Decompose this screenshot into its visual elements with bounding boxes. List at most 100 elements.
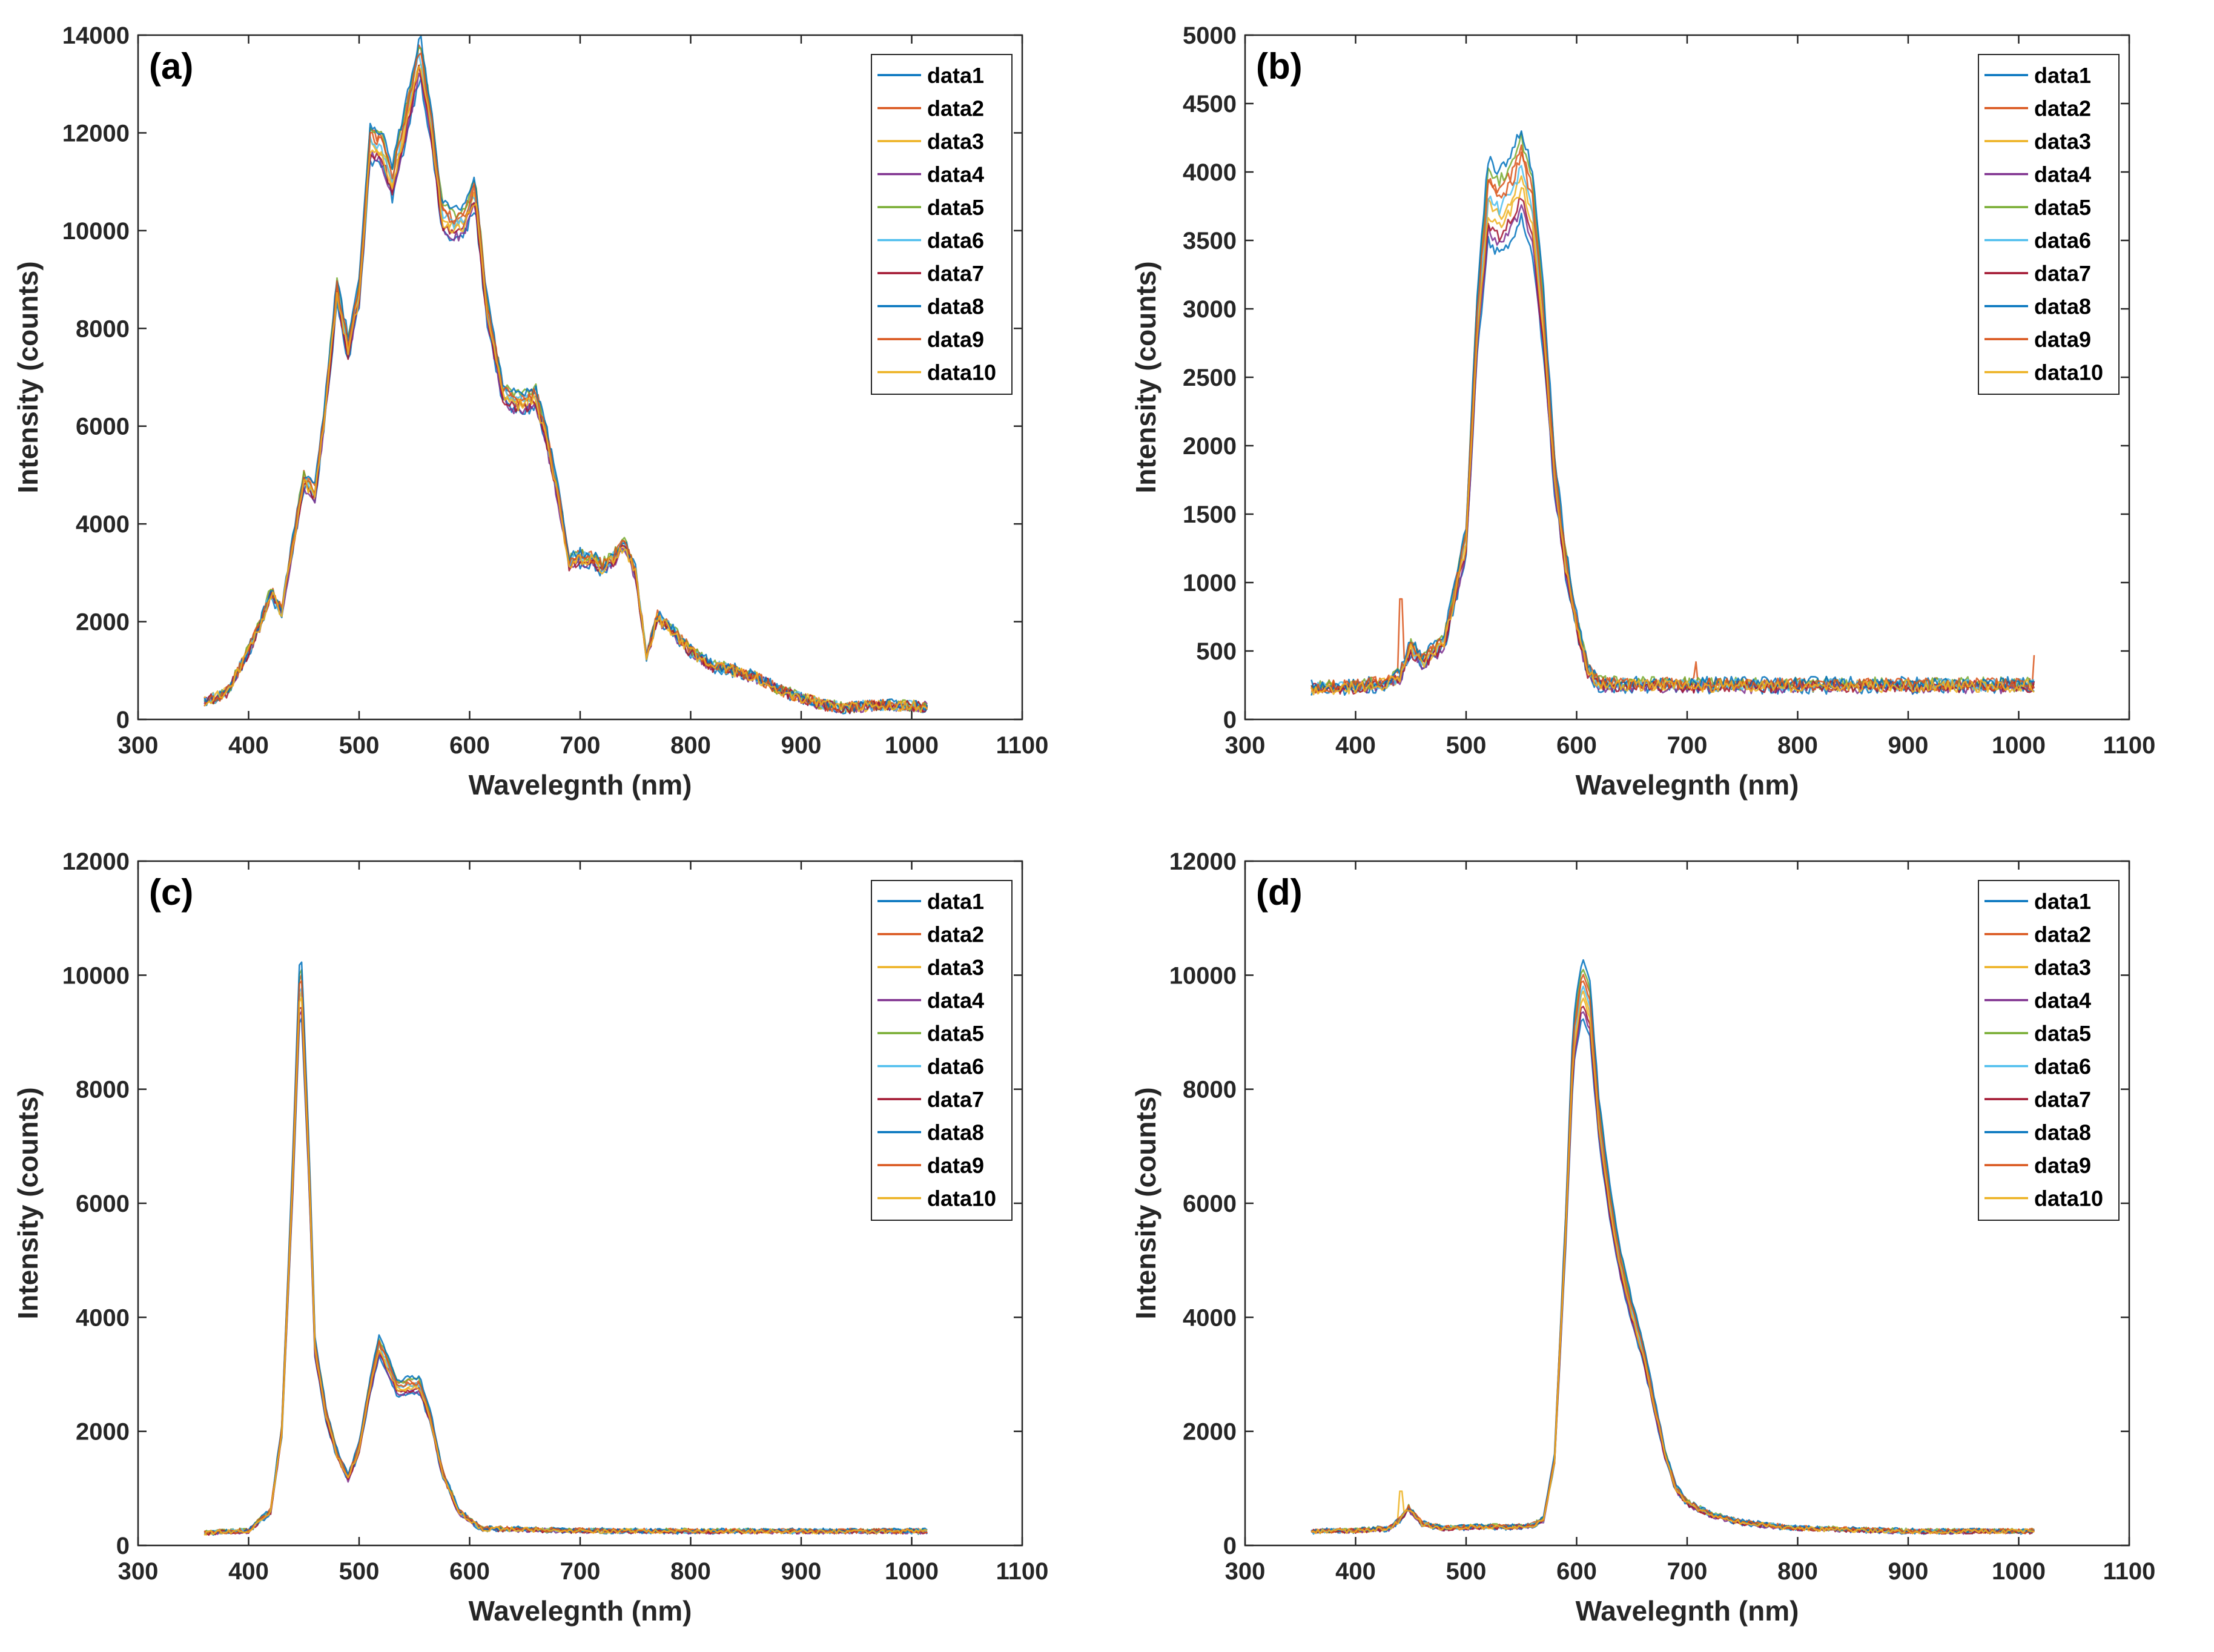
chart-svg: 300 400 500 600 700 800 900 1000 1100 0 500 1000 150…	[1130, 22, 2156, 801]
x-axis-label: Wavelegnth (nm)	[1576, 1595, 1799, 1627]
x-tick-label: 800	[1777, 732, 1818, 759]
x-tick-label: 1000	[885, 732, 939, 759]
x-tick-label: 1100	[2103, 732, 2156, 759]
legend-entry: data5	[927, 1021, 984, 1046]
legend-entry: data3	[2034, 129, 2091, 154]
y-tick-label: 1500	[1183, 501, 1237, 528]
chart-svg: 300 400 500 600 700 800 900 1000 1100 0 2000 4000 60…	[12, 848, 1049, 1627]
x-tick-label: 300	[1225, 1558, 1266, 1585]
legend-entry: data10	[2034, 1186, 2103, 1211]
y-tick-label: 4000	[1183, 1304, 1237, 1331]
chart-panel-d: 300 400 500 600 700 800 900 1000 1100 0 2000 4000 60…	[1107, 826, 2214, 1652]
x-tick-label: 400	[1335, 1558, 1376, 1585]
legend-entry: data10	[927, 1186, 996, 1211]
legend-entry: data9	[2034, 327, 2091, 352]
legend-entry: data6	[2034, 1054, 2091, 1079]
x-tick-label: 1100	[2103, 1558, 2156, 1585]
y-tick-label: 4000	[1183, 159, 1237, 186]
y-tick-label: 0	[116, 1533, 130, 1559]
legend-entry: data7	[2034, 261, 2091, 286]
legend-entry: data5	[927, 195, 984, 220]
x-axis-label: Wavelegnth (nm)	[469, 1595, 692, 1627]
series-line-data9	[1310, 151, 2035, 693]
y-tick-label: 0	[1223, 707, 1237, 733]
x-tick-label: 500	[1446, 1558, 1487, 1585]
legend-entry: data9	[927, 1153, 984, 1178]
legend-entry: data6	[2034, 228, 2091, 253]
y-tick-label: 12000	[1169, 848, 1237, 875]
x-tick-label: 700	[560, 732, 601, 759]
y-tick-label: 2000	[1183, 433, 1237, 460]
chart-panel-c: 300 400 500 600 700 800 900 1000 1100 0 2000 4000 60…	[0, 826, 1107, 1652]
y-tick-label: 12000	[62, 848, 130, 875]
legend-entry: data3	[927, 129, 984, 154]
legend-entry: data2	[927, 96, 984, 121]
legend-entry: data3	[927, 955, 984, 980]
x-tick-label: 1000	[885, 1558, 939, 1585]
legend-entry: data8	[927, 1120, 984, 1145]
legend-entry: data3	[2034, 955, 2091, 980]
y-tick-label: 4000	[76, 1304, 130, 1331]
legend-entry: data4	[2034, 988, 2091, 1013]
panel-label-c: (c)	[149, 872, 193, 913]
legend-entry: data8	[2034, 294, 2091, 319]
legend-entry: data10	[2034, 360, 2103, 385]
legend-entry: data8	[2034, 1120, 2091, 1145]
x-tick-label: 600	[1556, 1558, 1597, 1585]
y-tick-label: 8000	[76, 316, 130, 342]
legend-entry: data7	[927, 261, 984, 286]
x-tick-label: 500	[339, 1558, 380, 1585]
legend-entry: data9	[927, 327, 984, 352]
x-tick-label: 900	[1888, 732, 1929, 759]
x-tick-label: 800	[1777, 1558, 1818, 1585]
x-tick-label: 1000	[1992, 732, 2046, 759]
y-tick-label: 6000	[76, 1191, 130, 1217]
y-tick-label: 10000	[1169, 962, 1237, 989]
series-line-data10	[1311, 997, 2035, 1535]
legend-entry: data4	[927, 988, 984, 1013]
legend-entry: data6	[927, 1054, 984, 1079]
y-tick-label: 2000	[76, 1419, 130, 1446]
legend-entry: data8	[927, 294, 984, 319]
x-tick-label: 400	[228, 1558, 269, 1585]
series-line-data10	[203, 65, 928, 713]
y-axis-label: Intensity (counts)	[1130, 261, 1162, 493]
legend-entry: data5	[2034, 1021, 2091, 1046]
y-tick-label: 3000	[1183, 296, 1237, 323]
legend-entry: data7	[2034, 1087, 2091, 1112]
legend-entry: data4	[2034, 162, 2091, 187]
legend-entry: data1	[927, 63, 984, 88]
y-tick-label: 3500	[1183, 228, 1237, 254]
legend: data1 data2 data3 data4 data5 data6 data7 data8…	[1978, 54, 2120, 395]
x-tick-label: 400	[1335, 732, 1376, 759]
y-tick-label: 4500	[1183, 91, 1237, 117]
legend-box	[871, 54, 1013, 395]
x-tick-label: 500	[1446, 732, 1487, 759]
x-tick-label: 1100	[996, 732, 1049, 759]
series-line-data9	[1310, 980, 2035, 1535]
legend: data1 data2 data3 data4 data5 data6 data7 data8…	[871, 54, 1013, 395]
legend-entry: data1	[2034, 889, 2091, 914]
legend-box	[1978, 880, 2120, 1221]
x-tick-label: 1100	[996, 1558, 1049, 1585]
y-tick-label: 6000	[76, 414, 130, 440]
y-axis-label: Intensity (counts)	[1130, 1087, 1162, 1319]
y-axis-label: Intensity (counts)	[12, 261, 44, 493]
x-tick-label: 700	[560, 1558, 601, 1585]
legend-box	[1978, 54, 2120, 395]
y-tick-label: 2500	[1183, 365, 1237, 391]
x-tick-label: 900	[781, 732, 822, 759]
legend-entry: data10	[927, 360, 996, 385]
legend: data1 data2 data3 data4 data5 data6 data7 data8…	[1978, 880, 2120, 1221]
x-tick-label: 600	[1556, 732, 1597, 759]
x-tick-label: 700	[1667, 732, 1708, 759]
x-tick-label: 600	[449, 732, 490, 759]
legend-entry: data4	[927, 162, 984, 187]
y-tick-label: 6000	[1183, 1191, 1237, 1217]
chart-svg: 300 400 500 600 700 800 900 1000 1100 0 2000 4000 60…	[1130, 848, 2156, 1627]
y-tick-label: 2000	[1183, 1419, 1237, 1446]
series-line-data10	[1310, 187, 2035, 696]
y-tick-label: 1000	[1183, 570, 1237, 596]
x-tick-label: 400	[228, 732, 269, 759]
y-tick-label: 500	[1196, 638, 1237, 665]
